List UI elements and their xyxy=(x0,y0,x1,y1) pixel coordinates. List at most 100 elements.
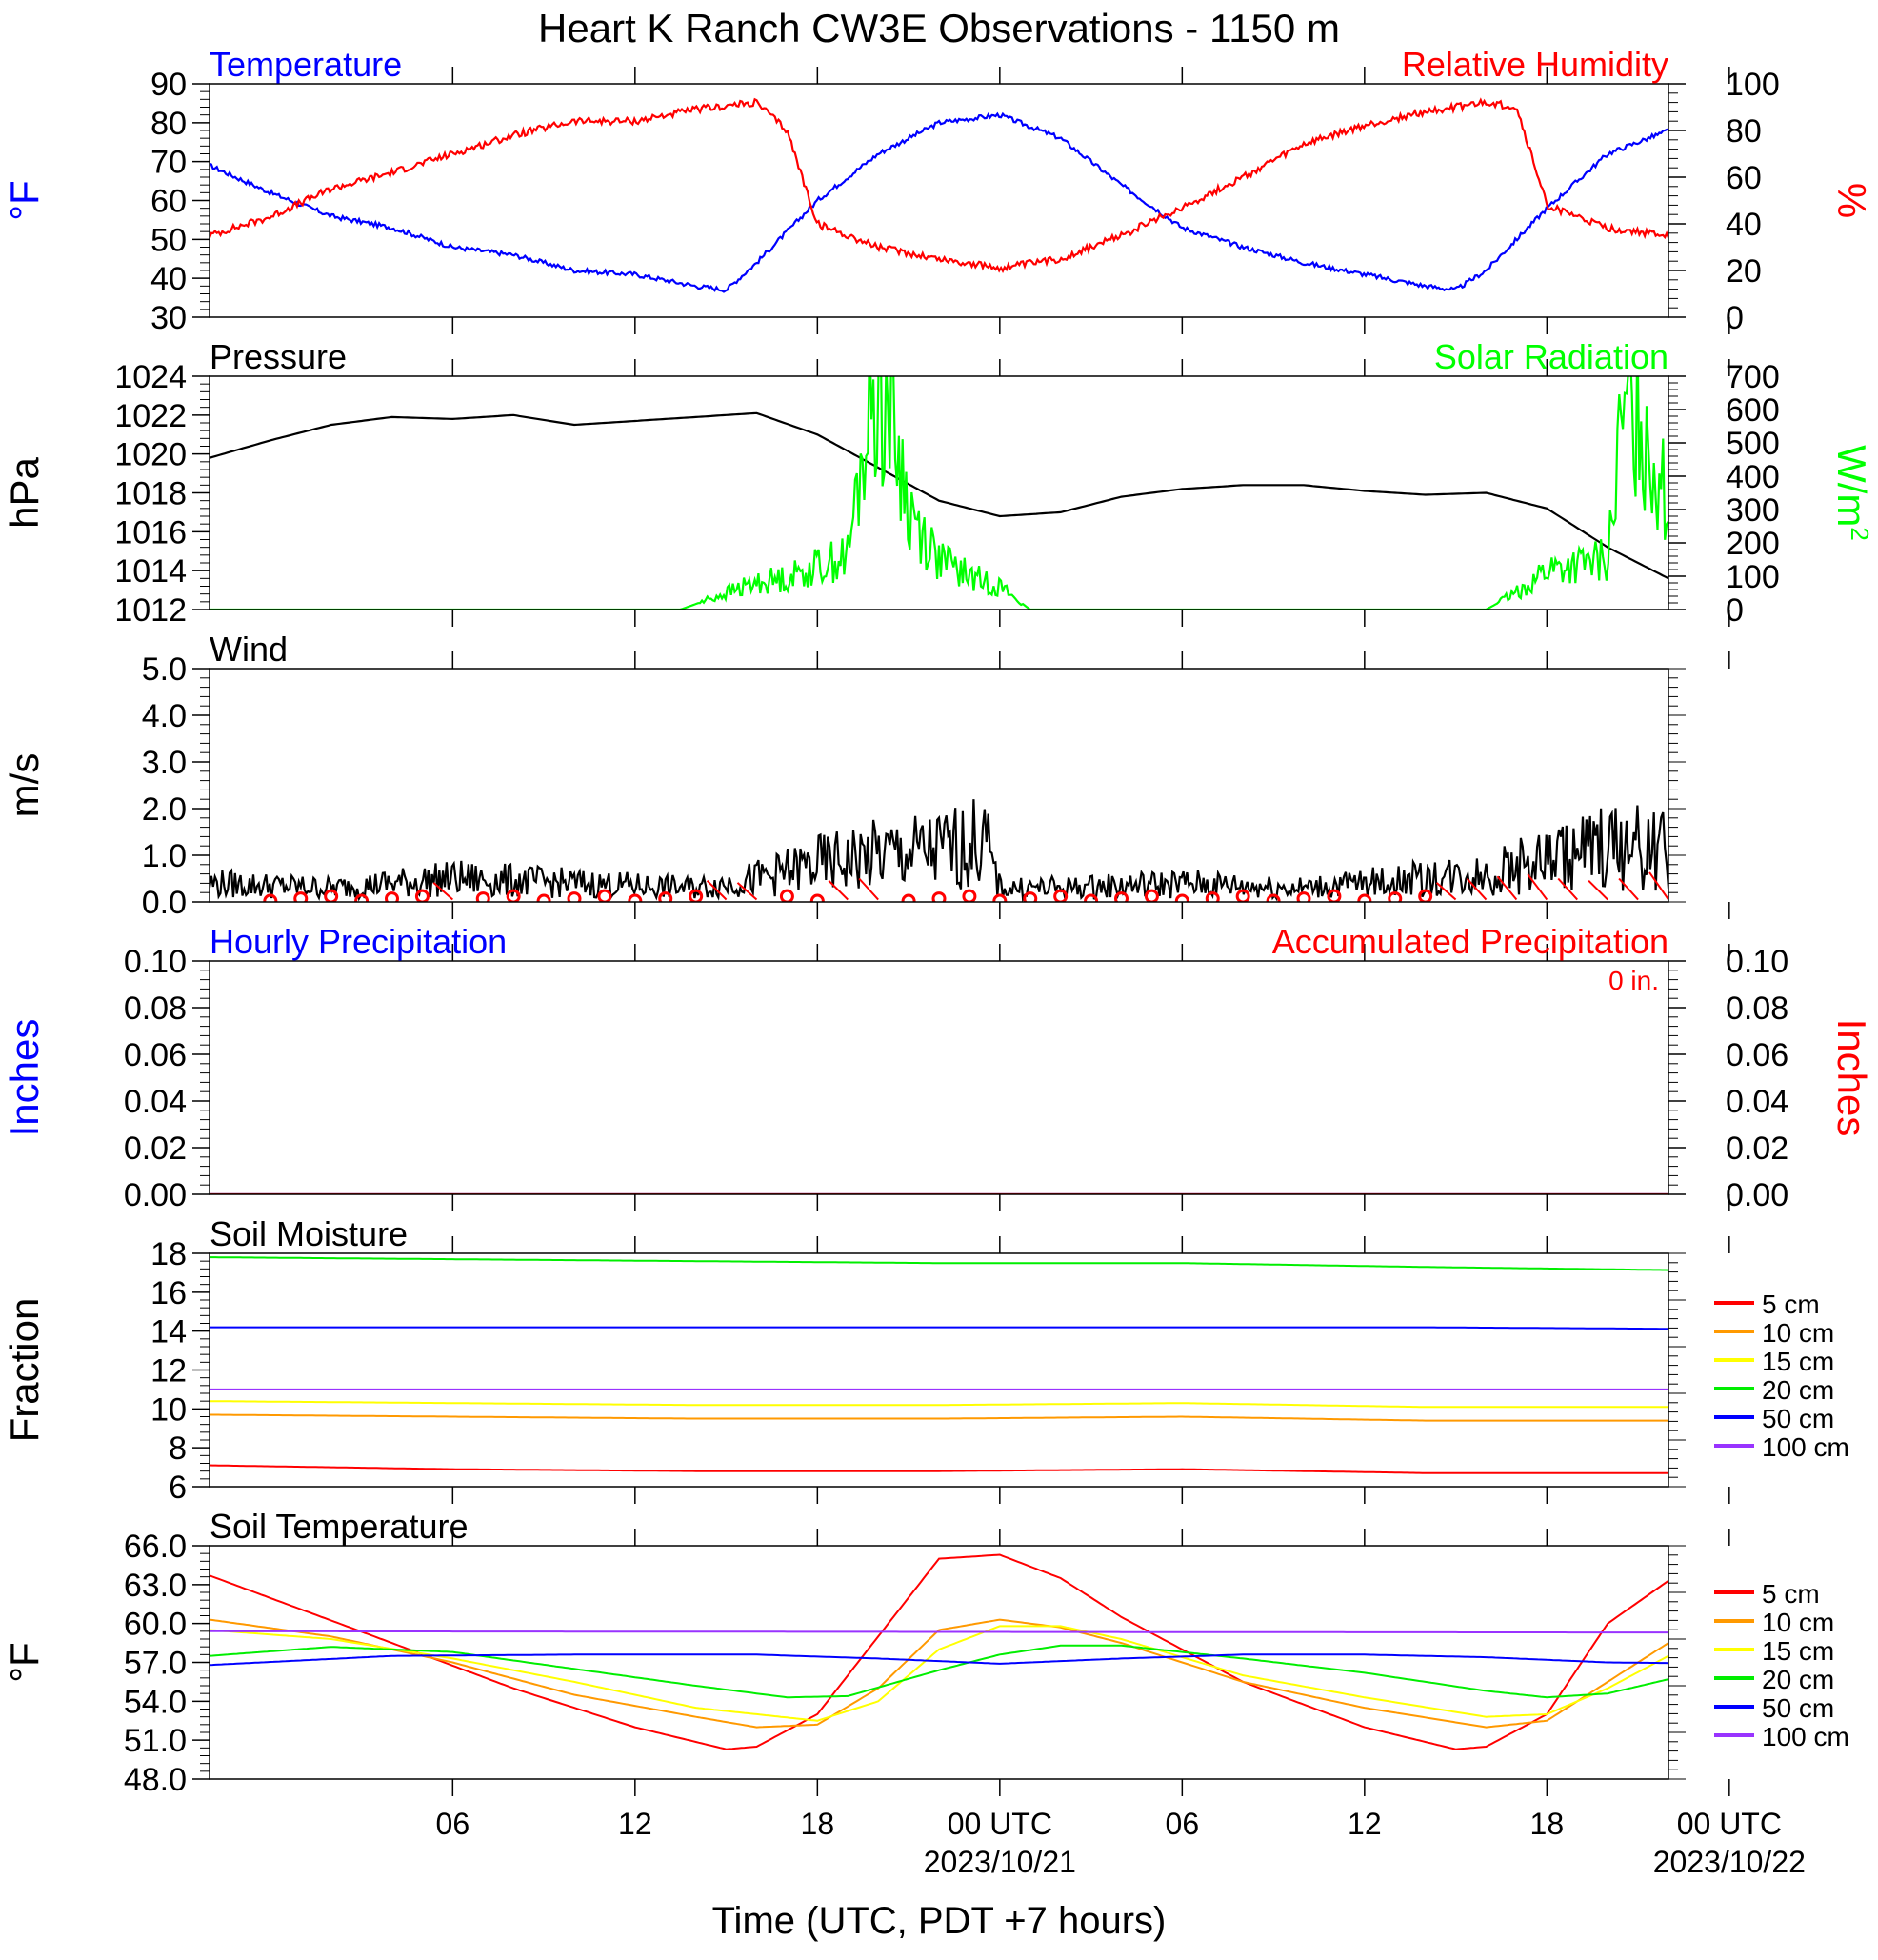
y-tick-label-left: 16 xyxy=(150,1275,187,1311)
plot-frame xyxy=(209,668,1669,903)
panel-title-left: Hourly Precipitation xyxy=(210,922,507,961)
plot-frame xyxy=(209,960,1669,1195)
wind-barb-calm xyxy=(1084,893,1099,902)
precipitation-panel: 0.00 0.02 0.04 0.06 0.08 0.10 0.00 0.02 0.04 0.06… xyxy=(2,922,1874,1213)
y-tick-label-left: 1016 xyxy=(114,514,187,550)
y-tick-label-right: 200 xyxy=(1726,526,1780,562)
wind-barb xyxy=(1648,871,1668,901)
y-axis-label-left: °F xyxy=(2,1642,47,1682)
wind-barb xyxy=(1618,877,1639,901)
wind-barb-calm xyxy=(414,889,430,902)
x-axis-label: Time (UTC, PDT +7 hours) xyxy=(712,1900,1167,1942)
y-axis-label-left: Fraction xyxy=(2,1298,47,1443)
wind-barb-calm xyxy=(506,889,521,902)
y-tick-label-left: 8 xyxy=(169,1430,187,1467)
legend-label: 100 cm xyxy=(1762,1432,1849,1462)
wind-barb xyxy=(828,879,849,901)
series-group xyxy=(210,376,1668,610)
y-tick-label-left: 1018 xyxy=(114,476,187,512)
series-15-cm xyxy=(210,1400,1668,1409)
y-tick-label-left: 0.02 xyxy=(124,1130,187,1167)
y-tick-label-left: 0.04 xyxy=(124,1084,187,1120)
y-tick-label-right: 20 xyxy=(1726,253,1762,290)
y-tick-label-left: 3.0 xyxy=(142,745,187,781)
wind-barb-calm xyxy=(1114,891,1129,902)
legend-label: 50 cm xyxy=(1762,1404,1834,1433)
y-tick-label-left: 50 xyxy=(150,222,187,258)
wind-barb-calm xyxy=(263,893,278,902)
precip-annotation: 0 in. xyxy=(1608,966,1659,995)
wind-barb xyxy=(1435,882,1457,901)
series-10-cm xyxy=(210,1618,1668,1729)
wind-panel: 0.0 1.0 2.0 3.0 4.0 5.0 Wind m/s xyxy=(2,630,1730,921)
y-tick-label-right: 0.02 xyxy=(1726,1130,1788,1167)
wind-barb xyxy=(1557,877,1578,901)
wind-barb-calm xyxy=(779,889,794,902)
wind-barb-calm xyxy=(658,891,673,902)
y-tick-label-left: 2.0 xyxy=(142,791,187,828)
y-tick-label-left: 4.0 xyxy=(142,698,187,734)
legend-label: 10 cm xyxy=(1762,1608,1834,1637)
wind-barb xyxy=(736,882,758,901)
series-50-cm xyxy=(210,1326,1668,1330)
panel-title-left: Wind xyxy=(210,630,288,669)
y-tick-label-left: 60.0 xyxy=(124,1607,187,1643)
x-tick-label: 00 UTC xyxy=(948,1807,1052,1841)
y-tick-label-right: 60 xyxy=(1726,160,1762,196)
x-tick-label: 12 xyxy=(1348,1807,1382,1841)
wind-barb xyxy=(1588,879,1608,901)
y-tick-label-right: 400 xyxy=(1726,459,1780,495)
wind-barb xyxy=(432,882,453,901)
x-tick-label: 18 xyxy=(1530,1807,1565,1841)
series-5-cm xyxy=(210,1464,1668,1474)
y-tick-label-left: 48.0 xyxy=(124,1762,187,1798)
series-temperature xyxy=(210,111,1668,293)
y-tick-label-left: 6 xyxy=(169,1470,187,1506)
series-group xyxy=(210,1553,1668,1750)
wind-barb-calm xyxy=(385,891,399,902)
wind-barb-calm xyxy=(689,889,704,902)
x-tick-date: 2023/10/22 xyxy=(1653,1845,1806,1879)
series-100-cm xyxy=(210,1630,1668,1634)
wind-barb-calm xyxy=(324,889,339,902)
y-tick-label-left: 12 xyxy=(150,1353,187,1390)
y-axis-label-right: Inches xyxy=(1829,1019,1874,1137)
wind-barb xyxy=(1496,875,1518,901)
legend-label: 15 cm xyxy=(1762,1636,1834,1666)
legend-label: 15 cm xyxy=(1762,1347,1834,1376)
wind-barb-calm xyxy=(1357,893,1372,902)
series-10-cm xyxy=(210,1413,1668,1422)
wind-barb-calm xyxy=(1388,891,1403,902)
superscript: 2 xyxy=(1846,527,1874,540)
y-tick-label-left: 63.0 xyxy=(124,1568,187,1604)
wind-barb-calm xyxy=(931,891,947,902)
y-tick-label-right: 100 xyxy=(1726,67,1780,103)
legend-label: 20 cm xyxy=(1762,1665,1834,1694)
legend-label: 5 cm xyxy=(1762,1290,1820,1319)
x-tick-label: 00 UTC xyxy=(1677,1807,1782,1841)
y-tick-label-right: 0.08 xyxy=(1726,990,1788,1027)
series-group xyxy=(210,799,1668,902)
y-axis-label-right: W/m2 xyxy=(1829,445,1874,541)
y-tick-label-left: 40 xyxy=(150,261,187,297)
y-tick-label-right: 0.06 xyxy=(1726,1037,1788,1073)
y-tick-label-right: 0 xyxy=(1726,300,1744,336)
x-tick-label: 12 xyxy=(618,1807,652,1841)
series-relative-humidity xyxy=(210,97,1668,274)
y-axis-label-right: % xyxy=(1829,183,1874,218)
panel-title-right: Solar Radiation xyxy=(1434,337,1668,376)
wind-barb-calm xyxy=(1023,891,1038,902)
y-tick-label-left: 5.0 xyxy=(142,651,187,688)
y-tick-label-right: 40 xyxy=(1726,207,1762,243)
wind-barb xyxy=(1466,877,1488,901)
y-tick-label-right: 80 xyxy=(1726,113,1762,150)
wind-barb-calm xyxy=(1174,893,1189,902)
wind-barb-calm xyxy=(597,889,612,902)
wind-barb-calm xyxy=(1296,891,1311,902)
figure-title: Heart K Ranch CW3E Observations - 1150 m xyxy=(538,6,1340,50)
